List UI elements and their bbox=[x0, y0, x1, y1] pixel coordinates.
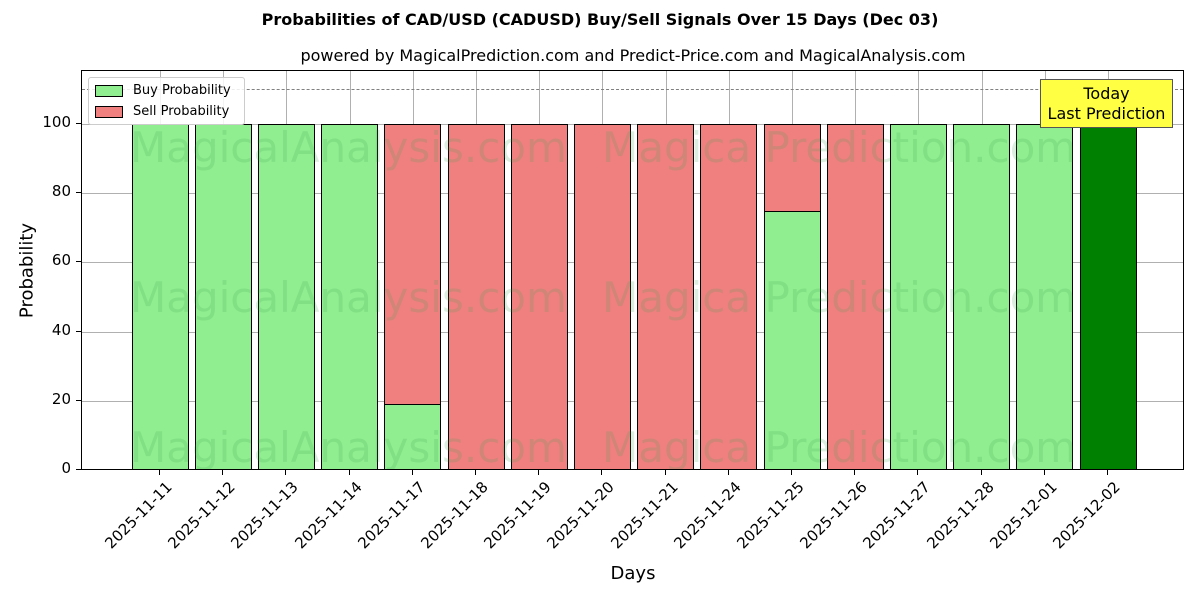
bar-sell bbox=[510, 124, 568, 469]
bar-buy bbox=[321, 124, 379, 469]
y-tick-mark bbox=[76, 123, 81, 124]
chart-title: Probabilities of CAD/USD (CADUSD) Buy/Se… bbox=[261, 10, 939, 29]
legend-label-sell: Sell Probability bbox=[133, 104, 230, 119]
x-tick-mark bbox=[854, 470, 856, 475]
y-tick-mark bbox=[76, 192, 81, 194]
y-tick-label: 20 bbox=[51, 389, 71, 408]
x-tick-mark bbox=[159, 470, 160, 475]
x-tick-mark bbox=[1107, 470, 1108, 475]
bar-buy bbox=[953, 124, 1011, 469]
bar-buy bbox=[763, 210, 821, 469]
x-tick-mark bbox=[917, 470, 919, 475]
bar-buy bbox=[1016, 124, 1074, 469]
x-tick-mark bbox=[222, 470, 224, 475]
legend-item-sell: Sell Probability bbox=[95, 104, 229, 119]
y-tick-mark bbox=[76, 469, 81, 470]
gridline-h bbox=[82, 400, 1183, 402]
y-tick-mark bbox=[76, 261, 81, 263]
today-annotation: Today Last Prediction bbox=[1040, 79, 1173, 128]
y-tick-mark bbox=[76, 399, 81, 401]
y-tick-label: 60 bbox=[51, 251, 71, 270]
x-tick-mark bbox=[475, 470, 476, 475]
plot-area: MagicalAnalysis.comMagicalAnalysis.comMa… bbox=[81, 70, 1184, 470]
legend: Buy Probability Sell Probability bbox=[88, 77, 245, 125]
x-tick-mark bbox=[538, 470, 540, 475]
bar-buy bbox=[1079, 124, 1137, 469]
bar-sell bbox=[573, 124, 631, 469]
bar-buy bbox=[194, 124, 252, 469]
bar-sell bbox=[637, 124, 695, 469]
x-tick-mark bbox=[285, 470, 287, 475]
bar-sell bbox=[700, 124, 758, 469]
x-tick-mark bbox=[664, 470, 666, 475]
bar-sell bbox=[384, 124, 442, 406]
annotation-line-2: Last Prediction bbox=[1047, 104, 1166, 123]
bar-buy bbox=[257, 124, 315, 469]
gridline-h bbox=[82, 193, 1183, 195]
buy-swatch bbox=[95, 84, 123, 97]
y-axis-title: Probability bbox=[16, 222, 38, 319]
x-axis-title: Days bbox=[610, 563, 656, 584]
bar-sell bbox=[826, 124, 884, 469]
y-tick-label: 80 bbox=[51, 182, 71, 201]
gridline-h bbox=[82, 124, 1183, 125]
x-tick-mark bbox=[411, 470, 413, 475]
bar-sell bbox=[763, 124, 821, 212]
bar-buy bbox=[384, 404, 442, 469]
x-tick-mark bbox=[791, 470, 792, 475]
y-tick-label: 0 bbox=[61, 459, 71, 477]
x-tick-mark bbox=[980, 470, 982, 475]
bar-buy bbox=[889, 124, 947, 469]
chart-subtitle: powered by MagicalPrediction.com and Pre… bbox=[300, 46, 966, 65]
reference-line bbox=[82, 89, 1183, 91]
sell-swatch bbox=[95, 105, 123, 118]
x-tick-mark bbox=[727, 470, 729, 475]
y-tick-label: 40 bbox=[51, 320, 71, 339]
annotation-line-1: Today bbox=[1083, 84, 1130, 103]
gridline-h bbox=[82, 262, 1183, 264]
y-tick-mark bbox=[76, 330, 81, 332]
y-tick-label: 100 bbox=[42, 113, 71, 131]
x-tick-mark bbox=[1043, 470, 1045, 475]
bar-sell bbox=[447, 124, 505, 469]
bar-buy bbox=[131, 124, 189, 469]
gridline-h bbox=[82, 331, 1183, 333]
legend-item-buy: Buy Probability bbox=[95, 83, 231, 98]
x-tick-mark bbox=[348, 470, 350, 475]
legend-label-buy: Buy Probability bbox=[133, 83, 231, 98]
x-tick-mark bbox=[601, 470, 603, 475]
